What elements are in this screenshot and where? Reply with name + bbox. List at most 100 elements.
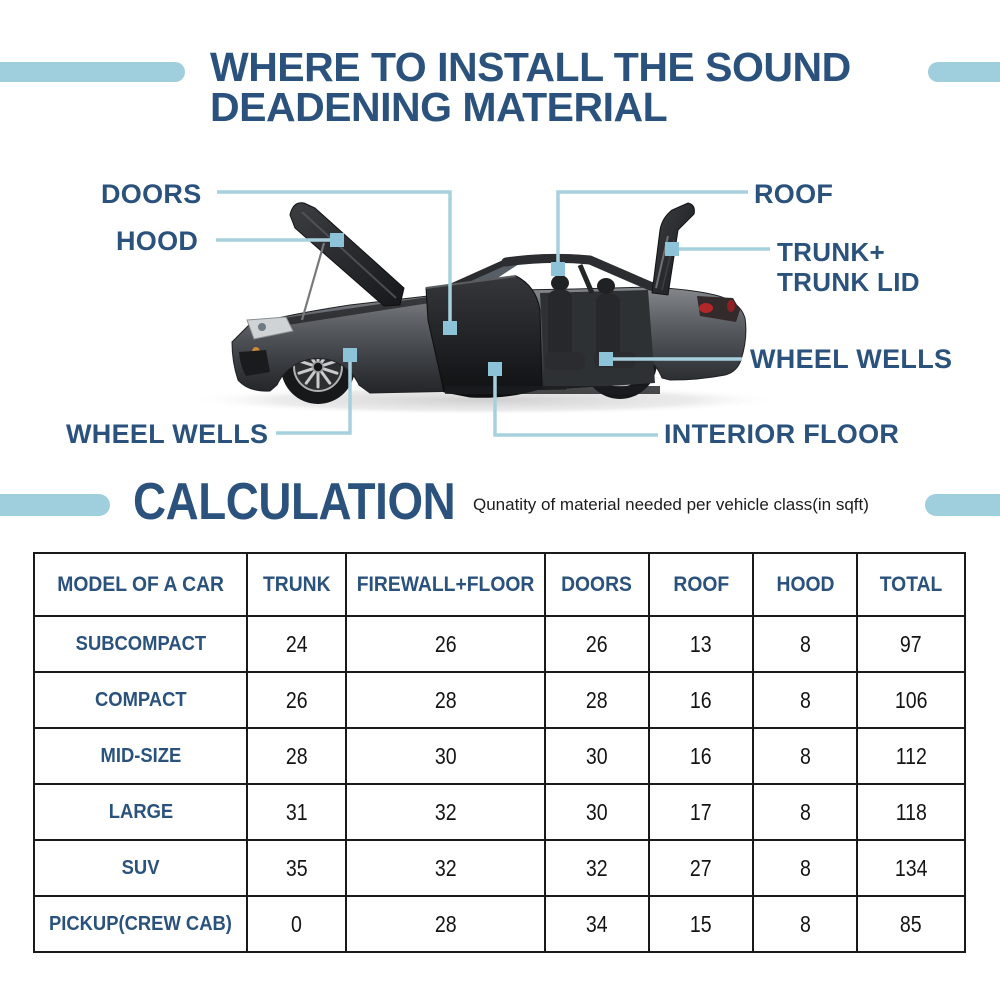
col-header-firewall-floor: FIREWALL+FLOOR (345, 552, 546, 617)
cell-trunk: 0 (246, 895, 347, 953)
cell-firewall-floor: 26 (345, 615, 546, 673)
table-row: LARGE 31 32 30 17 8 118 (33, 783, 966, 841)
cell-roof: 16 (648, 727, 754, 785)
calculation-subtitle: Qunatity of material needed per vehicle … (473, 495, 869, 514)
cell-hood: 8 (752, 727, 858, 785)
cell-total: 118 (856, 783, 966, 841)
calculation-heading-text: CALCULATION (133, 473, 456, 531)
table-row: SUBCOMPACT 24 26 26 13 8 97 (33, 615, 966, 673)
cell-hood: 8 (752, 839, 858, 897)
cell-trunk: 28 (246, 727, 347, 785)
col-header-trunk: TRUNK (246, 552, 347, 617)
page-title-line2: DEADENING MATERIAL (210, 84, 668, 130)
row-model: LARGE (33, 783, 248, 841)
row-model: COMPACT (33, 671, 248, 729)
cell-doors: 28 (544, 671, 650, 729)
page-title: WHERE TO INSTALL THE SOUND DEADENING MAT… (210, 44, 851, 130)
cell-trunk: 24 (246, 615, 347, 673)
table-row: COMPACT 26 28 28 16 8 106 (33, 671, 966, 729)
front-grille (239, 350, 270, 376)
cell-trunk: 35 (246, 839, 347, 897)
label-trunk-line1: TRUNK+ (777, 237, 885, 267)
cell-hood: 8 (752, 671, 858, 729)
cell-firewall-floor: 30 (345, 727, 546, 785)
taillight-lamp (699, 303, 713, 313)
col-header-hood: HOOD (752, 552, 858, 617)
door-top-edge (425, 275, 517, 289)
table-row: PICKUP(CREW CAB) 0 28 34 15 8 85 (33, 895, 966, 953)
label-wheel-wells-right: WHEEL WELLS (750, 344, 953, 374)
roof-leader-line (556, 190, 748, 263)
col-header-total: TOTAL (856, 552, 966, 617)
cell-doors: 30 (544, 727, 650, 785)
cell-doors: 26 (544, 615, 650, 673)
title-accent-bar-left (0, 62, 185, 82)
row-model: PICKUP(CREW CAB) (33, 895, 248, 953)
cell-total: 134 (856, 839, 966, 897)
car-diagram (185, 190, 785, 437)
cell-firewall-floor: 32 (345, 783, 546, 841)
wheel-wells-left-marker (343, 348, 357, 362)
cell-trunk: 31 (246, 783, 347, 841)
row-model: MID-SIZE (33, 727, 248, 785)
open-door (425, 275, 543, 398)
doors-leader-line (217, 190, 452, 322)
wheel-wells-right-marker (599, 352, 613, 366)
leader-lines (216, 190, 770, 437)
label-interior-floor: INTERIOR FLOOR (664, 419, 900, 449)
cell-firewall-floor: 28 (345, 895, 546, 953)
rocker-sill (445, 386, 660, 394)
cell-roof: 16 (648, 671, 754, 729)
cell-total: 112 (856, 727, 966, 785)
cell-doors: 34 (544, 895, 650, 953)
car-illustration (185, 202, 785, 415)
doors-marker (443, 321, 457, 335)
cell-total: 106 (856, 671, 966, 729)
cell-roof: 15 (648, 895, 754, 953)
material-table: MODEL OF A CAR TRUNK FIREWALL+FLOOR DOOR… (33, 552, 966, 953)
leader-markers (330, 233, 679, 376)
table-row: MID-SIZE 28 30 30 16 8 112 (33, 727, 966, 785)
table-row: SUV 35 32 32 27 8 134 (33, 839, 966, 897)
headlight-lamp (258, 323, 266, 331)
wheel-wells-left-leader-line (276, 361, 352, 435)
label-hood: HOOD (116, 226, 199, 256)
cell-roof: 17 (648, 783, 754, 841)
cell-total: 97 (856, 615, 966, 673)
col-header-roof: ROOF (648, 552, 754, 617)
cell-trunk: 26 (246, 671, 347, 729)
col-header-model: MODEL OF A CAR (33, 552, 248, 617)
cell-doors: 30 (544, 783, 650, 841)
row-model: SUBCOMPACT (33, 615, 248, 673)
trunk-marker (665, 242, 679, 256)
calc-accent-bar-right (925, 494, 1000, 516)
interior-floor-marker (488, 362, 502, 376)
row-model: SUV (33, 839, 248, 897)
roof-marker (551, 262, 565, 276)
cell-hood: 8 (752, 895, 858, 953)
cell-firewall-floor: 32 (345, 839, 546, 897)
cell-total: 85 (856, 895, 966, 953)
interior-floor-leader-line (493, 375, 658, 437)
headlight (246, 316, 294, 340)
cell-roof: 27 (648, 839, 754, 897)
label-trunk-line2: TRUNK LID (777, 267, 920, 297)
taillight-lamp-2 (727, 300, 735, 312)
table-header-row: MODEL OF A CAR TRUNK FIREWALL+FLOOR DOOR… (33, 552, 966, 617)
cell-firewall-floor: 28 (345, 671, 546, 729)
cell-hood: 8 (752, 615, 858, 673)
label-wheel-wells-left: WHEEL WELLS (66, 419, 269, 449)
cell-doors: 32 (544, 839, 650, 897)
hood-prop-rod (300, 242, 326, 321)
label-doors: DOORS (101, 179, 202, 209)
b-pillar (577, 264, 595, 294)
page-title-line1: WHERE TO INSTALL THE SOUND (210, 44, 851, 90)
hood-marker (330, 233, 344, 247)
front-seat (545, 275, 585, 370)
cell-hood: 8 (752, 783, 858, 841)
col-header-doors: DOORS (544, 552, 650, 617)
label-roof: ROOF (754, 179, 834, 209)
label-trunk: TRUNK+ TRUNK LID (777, 237, 920, 297)
calculation-heading: CALCULATION (133, 476, 499, 528)
